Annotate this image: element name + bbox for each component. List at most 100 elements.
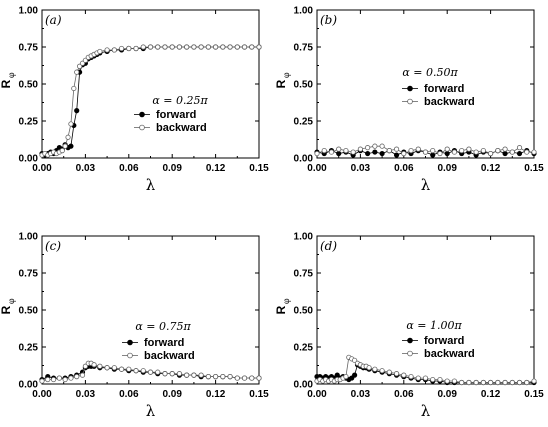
data-point [372,366,378,372]
data-point [531,378,537,384]
x-tick-label: 0.15 [249,163,269,174]
y-axis-label-subscript: φ [7,72,16,78]
y-axis-label-subscript: φ [282,298,291,304]
y-axis-label: Rφ [274,72,291,88]
y-tick-label: 0.50 [19,80,39,91]
legend-label: forward [424,83,464,95]
panel-label: (b) [320,13,337,27]
y-tick-label: 0.00 [294,380,314,391]
data-point [430,148,436,154]
data-point [97,363,103,369]
data-point [502,379,508,386]
data-point [401,150,407,157]
data-point [516,379,523,386]
x-tick-label: 0.15 [524,163,544,174]
data-point [97,48,103,55]
data-point [169,44,175,50]
data-point [372,149,378,155]
data-point [437,150,443,157]
x-tick-label: 0.00 [307,163,327,174]
data-point [365,150,371,157]
legend-item-backward: backward [134,122,207,134]
x-tick-label: 0.00 [307,389,327,400]
data-point [495,379,501,386]
panel-d: 0.00 0.03 0.06 0.09 0.12 0.15 0.00 0.25 0.50 0.75… [274,232,544,421]
data-point [169,371,175,377]
data-point [502,146,508,152]
legend-label: forward [424,335,464,347]
y-tick-label: 0.25 [19,117,39,128]
data-point [68,375,74,381]
data-point [366,365,372,371]
data-point [408,148,414,154]
data-point [184,372,190,378]
x-tick-label: 0.12 [481,163,501,174]
y-tick-label: 0.75 [294,43,314,54]
y-axis-label: Rφ [0,72,16,88]
data-point [104,47,110,53]
data-point [118,366,125,372]
series-backward [39,360,262,384]
data-point [336,150,342,157]
y-tick-label: 0.00 [294,154,314,165]
data-point [227,44,233,50]
y-axis-label-subscript: φ [7,298,16,304]
y-tick-label: 0.25 [19,343,39,354]
data-point [466,146,472,152]
data-point [62,143,68,149]
x-axis-label: λ [421,402,431,420]
legend-marker [139,111,145,118]
series-line [41,46,259,156]
data-point [415,146,421,152]
data-point [256,375,262,381]
y-axis-label-text: R [0,305,13,314]
y-tick-label: 0.75 [19,269,39,280]
data-point [365,145,371,151]
data-point [133,368,139,374]
data-point [155,44,161,50]
data-point [473,379,479,386]
data-point [422,375,429,381]
data-point [147,369,154,375]
data-point [249,375,255,381]
data-point [227,373,233,380]
panel-c: 0.00 0.03 0.06 0.09 0.12 0.15 0.00 0.25 0.50 0.75… [0,232,269,421]
data-point [133,45,139,52]
data-point [487,150,494,157]
data-point [59,148,65,154]
data-point [256,44,262,50]
data-point [118,45,125,52]
x-axis-label: λ [146,402,156,420]
x-tick-label: 0.03 [76,163,96,174]
data-point [386,148,392,154]
data-point [68,121,74,127]
legend-label: backward [156,122,207,134]
data-point [437,376,443,383]
data-point [155,369,161,375]
data-point [74,373,80,380]
x-tick-label: 0.15 [524,389,544,400]
data-point [126,366,132,372]
data-point [126,45,132,52]
y-axis-label-text: R [274,79,288,88]
data-point [459,379,465,386]
plot-frame [316,235,535,385]
data-point [241,375,248,381]
legend-marker [127,352,133,359]
data-point [516,145,523,151]
panel-b: 0.00 0.03 0.06 0.09 0.12 0.15 0.00 0.25 0.50 0.75… [274,6,544,195]
data-point [480,379,486,386]
data-point [379,368,385,374]
data-point [62,376,68,383]
data-point [71,85,77,92]
y-tick-label: 1.00 [19,232,39,243]
data-point [415,375,421,381]
data-point [401,372,407,378]
data-point [459,148,465,154]
y-tick-label: 1.00 [294,6,314,17]
data-point [408,373,414,380]
panel-label: (a) [45,13,62,27]
legend-label: forward [144,337,184,349]
data-point [140,44,146,50]
